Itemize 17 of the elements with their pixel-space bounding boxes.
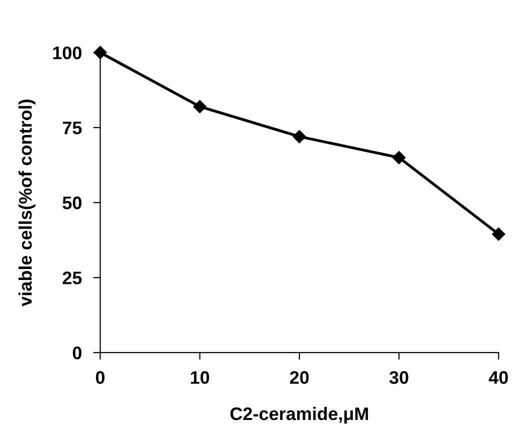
y-tick-label: 100: [53, 46, 82, 60]
y-tick-label: 25: [62, 272, 82, 284]
point: [392, 150, 406, 164]
point: [492, 227, 506, 241]
y-tick-label: 50: [62, 196, 82, 210]
x-tick-label: 30: [389, 371, 408, 384]
point: [292, 130, 306, 144]
y-axis-title: viable cells(%of control): [18, 100, 36, 306]
x-tick-label: 40: [488, 371, 508, 384]
y-tick-label: 75: [62, 122, 82, 134]
x-tick-label: 10: [190, 371, 210, 384]
point: [94, 46, 107, 60]
x-tick-label: 0: [96, 371, 105, 384]
y-tick-label: 0: [72, 346, 82, 360]
x-axis-title: C2-ceramide,μM: [230, 406, 368, 424]
x-tick-label: 20: [290, 371, 309, 384]
point: [193, 100, 206, 114]
